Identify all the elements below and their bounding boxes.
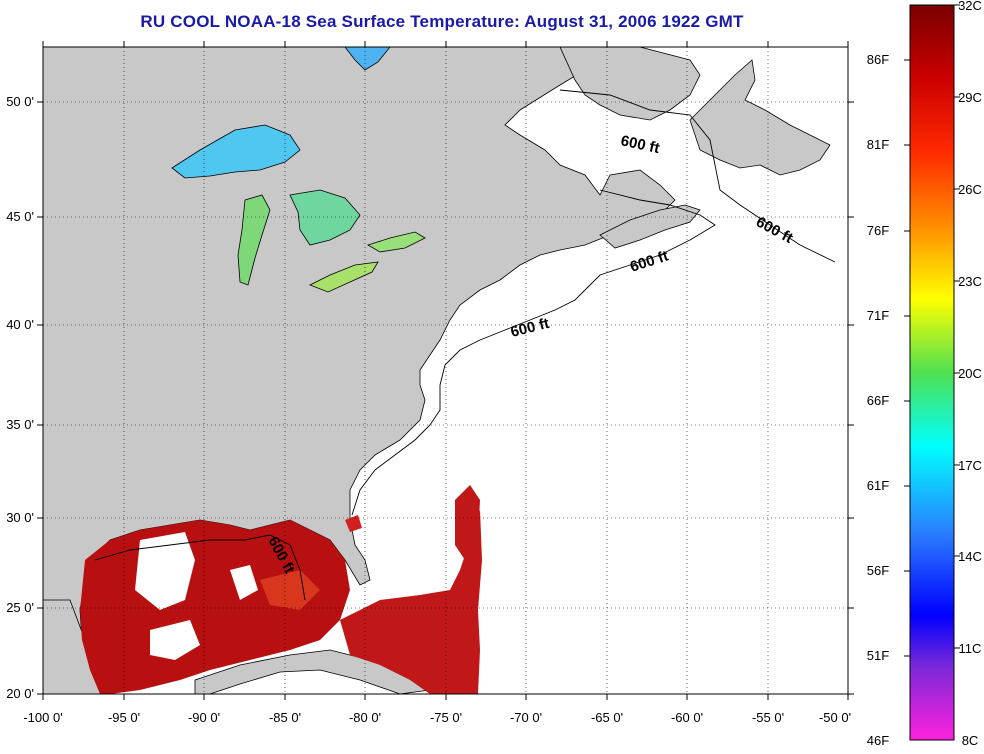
sst-florida-east <box>345 515 362 532</box>
colorbar-f-label-46: 46F <box>867 733 889 748</box>
land-nova-scotia <box>599 204 701 249</box>
lon-label-70: -70 0' <box>510 710 542 725</box>
lat-label-20: 20 0' <box>6 686 34 701</box>
colorbar <box>909 4 955 741</box>
colorbar-c-label-32: 32C <box>958 0 982 13</box>
lat-label-30: 30 0' <box>6 510 34 525</box>
lat-label-25: 25 0' <box>6 600 34 615</box>
tick-marks <box>37 41 854 700</box>
lat-label-45: 45 0' <box>6 209 34 224</box>
lat-label-40: 40 0' <box>6 317 34 332</box>
sst-atlantic-streak <box>455 485 480 560</box>
sst-gulf-cloud-2 <box>150 620 200 660</box>
colorbar-c-label-14: 14C <box>958 549 982 564</box>
colorbar-c-label-26: 26C <box>958 182 982 197</box>
lon-label-90: -90 0' <box>188 710 220 725</box>
colorbar-f-label-76: 76F <box>867 223 889 238</box>
colorbar-f-label-81: 81F <box>867 137 889 152</box>
lake-erie <box>309 261 379 293</box>
colorbar-c-label-20: 20C <box>958 366 982 381</box>
lake-michigan <box>237 194 271 286</box>
lon-label-50: -50 0' <box>819 710 851 725</box>
lake-huron <box>289 189 361 246</box>
sst-caribbean <box>340 510 482 694</box>
colorbar-c-label-11: 11C <box>959 641 982 656</box>
land-mainland <box>43 47 676 694</box>
lon-label-55: -55 0' <box>752 710 784 725</box>
isobath-600ft <box>351 89 836 516</box>
colorbar-f-label-61: 61F <box>867 478 889 493</box>
colorbar-ticks <box>904 4 960 657</box>
lat-label-35: 35 0' <box>6 417 34 432</box>
colorbar-f-label-51: 51F <box>867 648 889 663</box>
lat-label-50: 50 0' <box>6 94 34 109</box>
colorbar-c-label-8: 8C <box>962 733 979 748</box>
lon-label-80: -80 0' <box>349 710 381 725</box>
colorbar-f-label-56: 56F <box>867 563 889 578</box>
lon-label-100: -100 0' <box>23 710 62 725</box>
lon-label-60: -60 0' <box>671 710 703 725</box>
colorbar-c-label-29: 29C <box>958 90 982 105</box>
lake-ontario <box>367 231 426 253</box>
colorbar-f-label-66: 66F <box>867 393 889 408</box>
lon-label-85: -85 0' <box>269 710 301 725</box>
lon-label-95: -95 0' <box>108 710 140 725</box>
lon-label-65: -65 0' <box>591 710 623 725</box>
sst-gulf-cloud-3 <box>230 565 258 600</box>
map-title: RU COOL NOAA-18 Sea Surface Temperature:… <box>140 12 744 31</box>
lake-superior <box>171 124 301 179</box>
colorbar-c-label-17: 17C <box>958 458 982 473</box>
land-newfoundland <box>689 59 831 176</box>
colorbar-c-label-23: 23C <box>958 274 982 289</box>
sst-gulf-cloud-1 <box>135 532 195 610</box>
colorbar-f-label-86: 86F <box>867 52 889 67</box>
colorbar-f-label-71: 71F <box>867 308 889 323</box>
isobath-gulf <box>94 534 306 601</box>
lon-label-75: -75 0' <box>430 710 462 725</box>
hudson-bay-edge <box>344 47 391 71</box>
